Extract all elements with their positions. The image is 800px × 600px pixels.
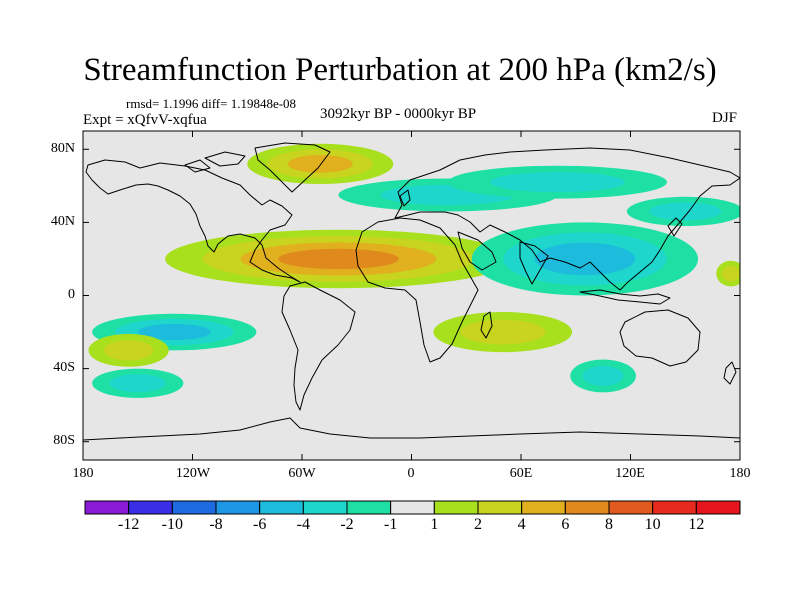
- anomaly-contour: [109, 374, 166, 393]
- colorbar-box: [608, 500, 654, 515]
- anomaly-region: [92, 368, 184, 398]
- coast-africa: [355, 217, 479, 363]
- period-label: 3092kyr BP - 0000kyr BP: [320, 106, 477, 122]
- coast-greenland: [254, 142, 331, 193]
- colorbar-box: [215, 500, 261, 515]
- anomaly-layer: [88, 143, 740, 398]
- colorbar: [84, 500, 741, 515]
- anomaly-contour: [137, 323, 211, 341]
- anomaly-contour: [278, 248, 399, 270]
- x-tick-label: 180: [729, 466, 751, 481]
- colorbar-label: -1: [383, 516, 398, 533]
- y-tick-label: 40N: [50, 214, 75, 229]
- colorbar-label: 10: [644, 516, 661, 533]
- season-label: DJF: [712, 110, 738, 126]
- x-tick-label: 60E: [509, 466, 533, 481]
- anomaly-region: [448, 165, 667, 199]
- anomaly-contour: [460, 319, 546, 345]
- axis-ticks: [82, 131, 741, 460]
- anomaly-contour: [103, 340, 154, 361]
- anomaly-region: [165, 229, 512, 289]
- coast-arabia: [457, 231, 497, 271]
- colorbar-box: [128, 500, 173, 515]
- coast-new-zealand: [723, 361, 737, 385]
- anomaly-region: [88, 333, 169, 367]
- x-tick-label: 120W: [175, 466, 211, 481]
- y-tick-label: 40S: [53, 360, 75, 375]
- x-tick-label: 60W: [288, 466, 316, 481]
- anomaly-contour: [490, 172, 625, 193]
- chart-title: Streamfunction Perturbation at 200 hPa (…: [83, 52, 717, 88]
- x-tick-label: 120E: [615, 466, 645, 481]
- colorbar-box: [477, 500, 523, 515]
- colorbar-box: [346, 500, 392, 515]
- anomaly-region: [716, 260, 740, 287]
- colorbar-box: [259, 500, 304, 515]
- anomaly-region: [626, 196, 740, 227]
- colorbar-box: [390, 500, 435, 515]
- colorbar-label: -4: [296, 516, 310, 533]
- colorbar-box: [84, 500, 130, 515]
- x-tick-label: 180: [72, 466, 94, 481]
- coast-antarctica: [83, 417, 740, 460]
- colorbar-label: -8: [209, 516, 223, 533]
- colorbar-label: 1: [430, 516, 439, 533]
- colorbar-box: [652, 500, 697, 515]
- coast-india: [519, 241, 549, 285]
- colorbar-box: [433, 500, 479, 515]
- colorbar-label: 6: [561, 516, 570, 533]
- y-tick-label: 0: [68, 287, 75, 302]
- colorbar-label: 4: [517, 516, 526, 533]
- colorbar-box: [564, 500, 610, 515]
- colorbar-box: [302, 500, 348, 515]
- anomaly-contour: [287, 154, 353, 173]
- anomaly-region: [433, 311, 573, 353]
- anomaly-contour: [534, 242, 636, 276]
- y-tick-label: 80S: [53, 433, 75, 448]
- coast-indonesia: [579, 289, 671, 305]
- anomaly-contour: [721, 265, 740, 282]
- coastlines: [83, 142, 740, 460]
- anomaly-region: [247, 143, 394, 185]
- colorbar-label: -10: [161, 516, 183, 533]
- coast-australia: [619, 309, 701, 367]
- colorbar-box: [171, 500, 217, 515]
- colorbar-label: 2: [474, 516, 482, 533]
- anomaly-region: [471, 222, 699, 296]
- experiment-label: Expt = xQfvV-xqfua: [83, 112, 207, 128]
- coast-north-america: [85, 159, 301, 283]
- coast-madagascar: [480, 311, 493, 339]
- coast-south-america: [281, 281, 356, 411]
- colorbar-label: 12: [688, 516, 705, 533]
- anomaly-contour: [582, 365, 624, 387]
- coast-arctic-islands: [184, 151, 246, 173]
- coast-japan: [667, 217, 683, 237]
- anomaly-region: [570, 359, 636, 393]
- x-tick-label: 0: [407, 466, 415, 481]
- colorbar-box: [521, 500, 566, 515]
- colorbar-label: -6: [252, 516, 267, 533]
- coast-britain: [399, 189, 411, 207]
- colorbar-label: 8: [605, 516, 613, 533]
- colorbar-box: [695, 500, 741, 515]
- stats-label: rmsd= 1.1996 diff= 1.19848e-08: [126, 96, 297, 111]
- y-tick-label: 80N: [50, 141, 75, 156]
- colorbar-label: -12: [117, 516, 140, 533]
- colorbar-label: -2: [340, 516, 354, 533]
- anomaly-contour: [649, 202, 722, 221]
- coast-eurasia: [394, 147, 740, 291]
